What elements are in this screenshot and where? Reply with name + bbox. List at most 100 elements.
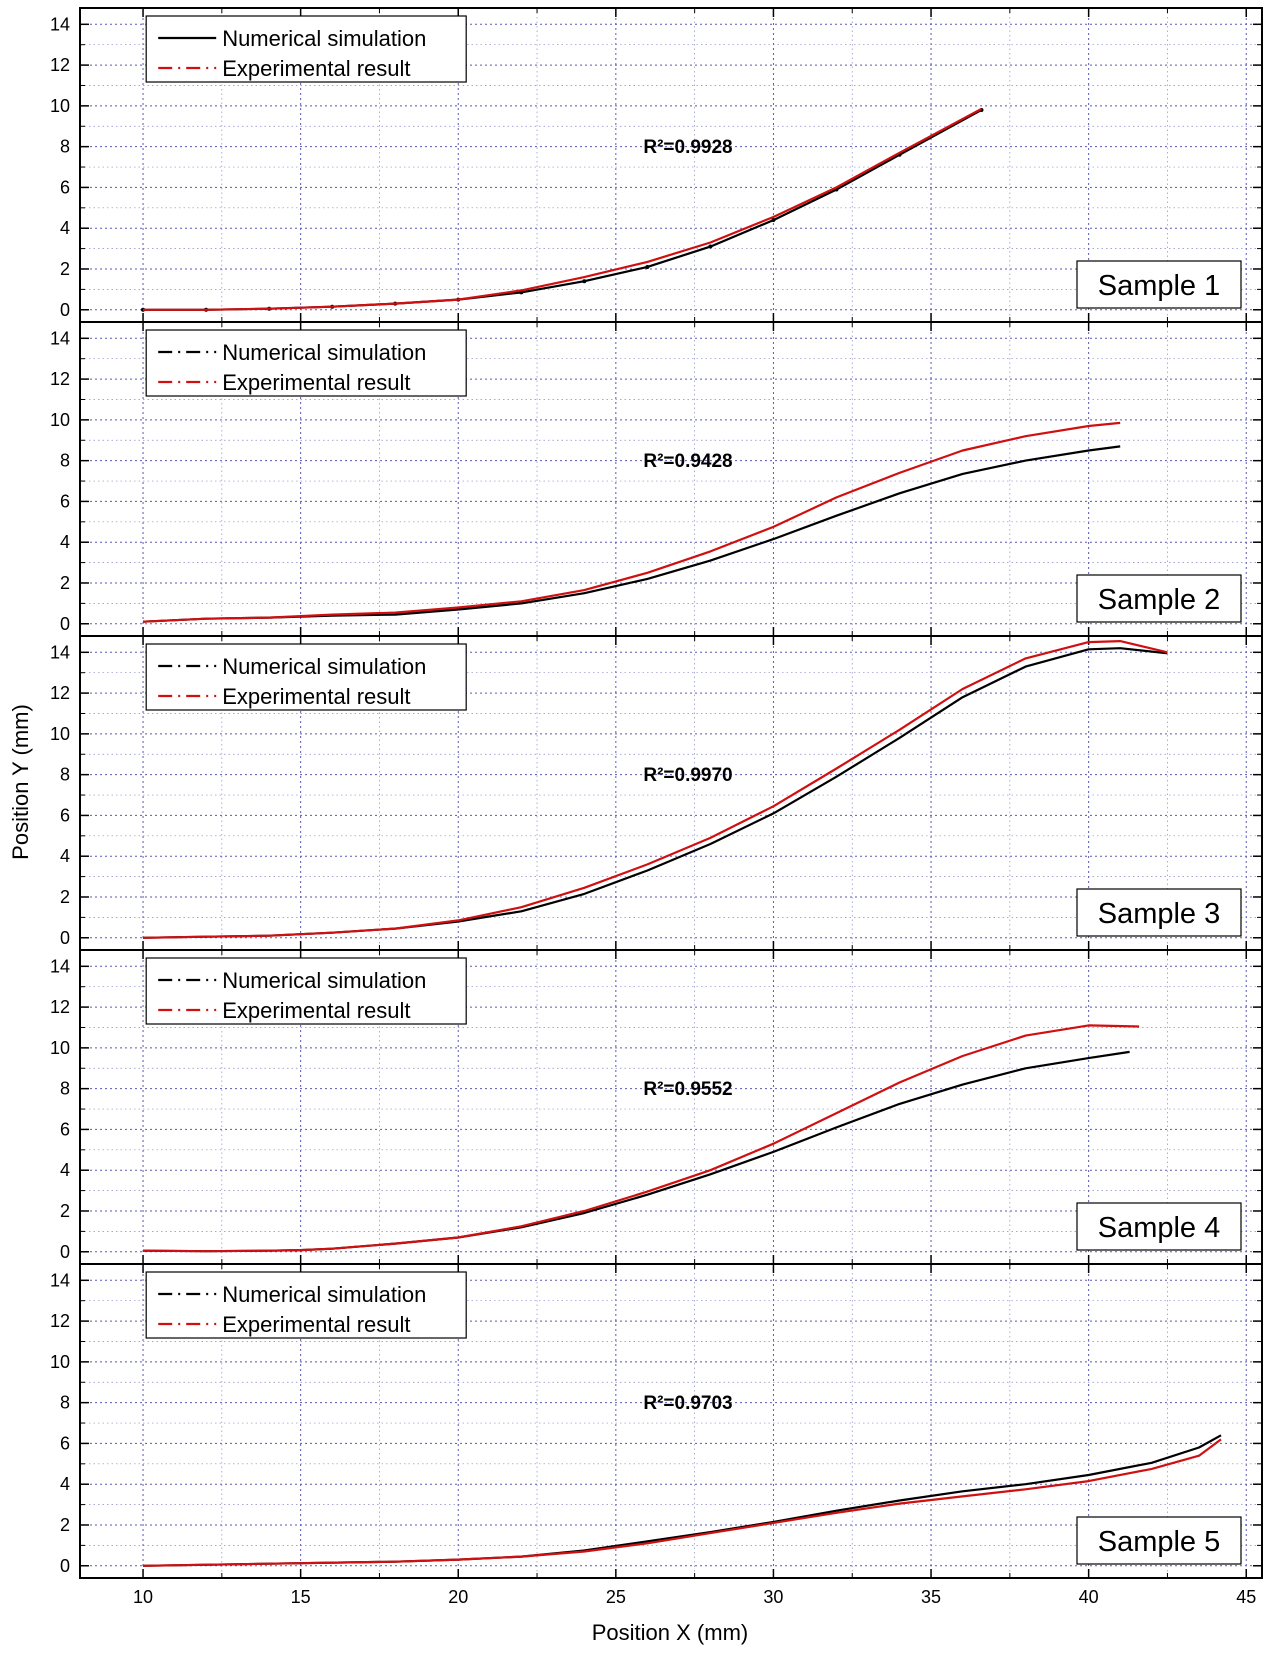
sample-label-box <box>1076 888 1242 937</box>
y-tick-label: 2 <box>60 259 70 279</box>
y-tick-label: 12 <box>50 369 70 389</box>
y-tick-label: 10 <box>50 410 70 430</box>
panel-5: 0 2 4 6 8 10 12 14 Numerical simulation Experimen… <box>50 1263 1263 1579</box>
y-tick-label: 0 <box>60 300 70 320</box>
data-point <box>708 244 713 249</box>
y-tick-label: 2 <box>60 1515 70 1535</box>
legend-box <box>145 329 467 397</box>
y-tick-label: 4 <box>60 1160 70 1180</box>
sample-label-box <box>1076 1516 1242 1565</box>
x-tick-label: 35 <box>921 1587 941 1607</box>
sample-label: Sample 2 <box>1098 584 1221 616</box>
y-tick-label: 0 <box>60 1556 70 1576</box>
y-tick-label: 6 <box>60 491 70 511</box>
r2-annotation: R²=0.9428 <box>643 451 732 472</box>
y-tick-label: 6 <box>60 805 70 825</box>
y-tick-label: 8 <box>60 137 70 157</box>
y-tick-label: 8 <box>60 1393 70 1413</box>
sample-label-box <box>1076 574 1242 623</box>
y-tick-label: 8 <box>60 451 70 471</box>
y-tick-label: 14 <box>50 1270 70 1290</box>
legend-label: Experimental result <box>222 998 410 1023</box>
x-tick-label: 25 <box>606 1587 626 1607</box>
y-tick-label: 0 <box>60 1242 70 1262</box>
plot-layer: 0 2 4 6 8 10 12 14 Numerical simulation Experimen… <box>50 7 1263 1607</box>
y-tick-label: 4 <box>60 846 70 866</box>
y-tick-label: 14 <box>50 328 70 348</box>
x-axis-title: Position X (mm) <box>592 1620 748 1645</box>
series-line-experimental <box>142 1438 1222 1567</box>
series-line-experimental <box>143 107 983 311</box>
y-tick-label: 10 <box>50 724 70 744</box>
panel-4: 0 2 4 6 8 10 12 14 Numerical simulation Experimen… <box>50 949 1263 1265</box>
y-tick-label: 12 <box>50 997 70 1017</box>
y-tick-label: 6 <box>60 1119 70 1139</box>
x-tick-label: 15 <box>291 1587 311 1607</box>
sample-label-box <box>1076 260 1242 309</box>
series-line-numerical <box>143 108 983 311</box>
x-tick-label: 40 <box>1079 1587 1099 1607</box>
legend-label: Experimental result <box>222 370 410 395</box>
y-tick-label: 2 <box>60 573 70 593</box>
x-tick-label: 20 <box>448 1587 468 1607</box>
series-line-experimental <box>142 639 1168 939</box>
legend-box <box>145 1271 467 1339</box>
panel-1: 0 2 4 6 8 10 12 14 Numerical simulation Experimen… <box>50 7 1263 323</box>
r2-annotation: R²=0.9703 <box>643 1393 732 1414</box>
y-tick-label: 14 <box>50 14 70 34</box>
legend-label: Numerical simulation <box>222 26 426 51</box>
legend-box <box>145 643 467 711</box>
y-tick-label: 12 <box>50 683 70 703</box>
sample-label-box <box>1076 1202 1242 1251</box>
y-tick-label: 4 <box>60 1474 70 1494</box>
y-tick-label: 12 <box>50 1311 70 1331</box>
y-tick-label: 2 <box>60 887 70 907</box>
r2-annotation: R²=0.9552 <box>643 1079 732 1100</box>
sample-label: Sample 4 <box>1098 1212 1221 1244</box>
sample-label: Sample 1 <box>1098 270 1221 302</box>
series-line-experimental <box>142 1024 1140 1253</box>
y-tick-label: 14 <box>50 956 70 976</box>
data-point <box>645 264 650 269</box>
y-tick-label: 10 <box>50 1352 70 1372</box>
y-tick-label: 2 <box>60 1201 70 1221</box>
panel-2: 0 2 4 6 8 10 12 14 Numerical simulation Experimen… <box>50 321 1263 637</box>
y-tick-label: 8 <box>60 1079 70 1099</box>
legend-box <box>145 15 467 83</box>
legend-box <box>145 957 467 1025</box>
y-tick-label: 4 <box>60 532 70 552</box>
y-tick-label: 6 <box>60 1433 70 1453</box>
y-tick-label: 10 <box>50 1038 70 1058</box>
legend-label: Numerical simulation <box>222 654 426 679</box>
y-tick-label: 8 <box>60 765 70 785</box>
y-tick-label: 12 <box>50 55 70 75</box>
panel-3: 0 2 4 6 8 10 12 14 Numerical simulation Experimen… <box>50 635 1263 951</box>
legend-label: Numerical simulation <box>222 340 426 365</box>
r2-annotation: R²=0.9970 <box>643 765 732 786</box>
series-line-experimental <box>142 421 1121 623</box>
x-tick-label: 45 <box>1236 1587 1256 1607</box>
data-point <box>771 218 776 223</box>
x-tick-label: 30 <box>763 1587 783 1607</box>
y-tick-label: 4 <box>60 218 70 238</box>
series-line-numerical <box>142 445 1121 623</box>
legend-label: Numerical simulation <box>222 968 426 993</box>
legend-label: Numerical simulation <box>222 1282 426 1307</box>
y-tick-label: 10 <box>50 96 70 116</box>
y-tick-label: 6 <box>60 177 70 197</box>
y-tick-label: 0 <box>60 614 70 634</box>
series-line-numerical <box>142 1434 1222 1567</box>
x-tick-label: 10 <box>133 1587 153 1607</box>
sample-label: Sample 3 <box>1098 898 1221 930</box>
y-tick-label: 0 <box>60 928 70 948</box>
legend-label: Experimental result <box>222 56 410 81</box>
legend-label: Experimental result <box>222 684 410 709</box>
series-line-numerical <box>142 1050 1130 1253</box>
y-tick-label: 14 <box>50 642 70 662</box>
panel-frame <box>79 1263 1263 1579</box>
r2-annotation: R²=0.9928 <box>643 137 732 158</box>
data-point <box>582 279 587 284</box>
y-axis-title: Position Y (mm) <box>8 704 33 860</box>
sample-label: Sample 5 <box>1098 1526 1221 1558</box>
